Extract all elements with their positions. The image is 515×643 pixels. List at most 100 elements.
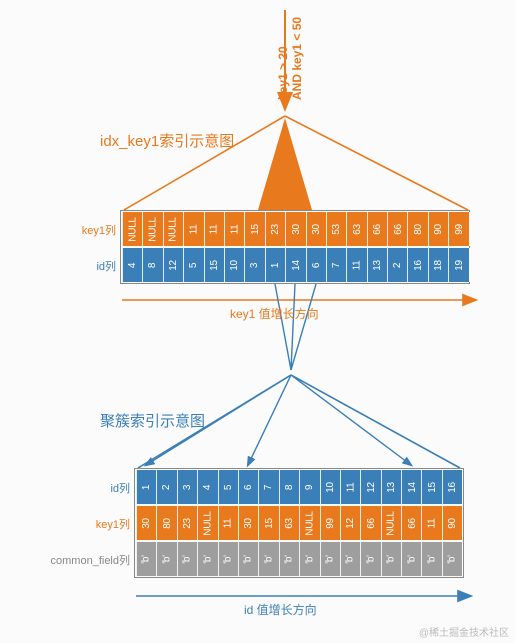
bottom-cf-cell: 'b' (258, 542, 278, 576)
top-key1-cell: 53 (326, 212, 346, 246)
bottom-key1-cell: 30 (238, 506, 258, 540)
bottom-key1-row: 308023NULL11301563NULL991266NULL661190 (136, 506, 463, 540)
top-id-row: 48125151031146711132161819 (122, 248, 470, 282)
top-key1-cell: NULL (142, 212, 162, 246)
bottom-key1-cell: 66 (401, 506, 421, 540)
bottom-cf-cell: 'b' (218, 542, 238, 576)
condition-line2: AND key1 < 50 (290, 17, 304, 100)
bottom-cf-cell: 'b' (401, 542, 421, 576)
top-id-cell: 8 (142, 248, 162, 282)
bottom-key1-cell: NULL (381, 506, 401, 540)
bottom-axis-label: id 值增长方向 (244, 601, 317, 618)
top-id-cell: 6 (306, 248, 326, 282)
condition-line1: key1 > 20 (276, 46, 290, 100)
bottom-id-cell: 14 (401, 470, 421, 504)
bottom-key1-cell: 12 (340, 506, 360, 540)
bottom-id-cell: 4 (197, 470, 217, 504)
top-id-cell: 13 (367, 248, 387, 282)
bottom-cf-cell: 'b' (279, 542, 299, 576)
top-key1-cell: 30 (285, 212, 305, 246)
bottom-key1-cell: 90 (442, 506, 462, 540)
bottom-cf-label: common_field列 (22, 552, 130, 568)
bottom-key1-cell: NULL (197, 506, 217, 540)
top-section-title: idx_key1索引示意图 (100, 130, 234, 151)
bottom-cf-cell: 'b' (421, 542, 441, 576)
bottom-id-cell: 6 (238, 470, 258, 504)
bottom-cf-cell: 'b' (381, 542, 401, 576)
bottom-id-cell: 9 (299, 470, 319, 504)
top-key1-cell: 80 (407, 212, 427, 246)
bottom-cf-cell: 'b' (156, 542, 176, 576)
bottom-id-cell: 12 (360, 470, 380, 504)
top-key1-cell: 11 (183, 212, 203, 246)
top-id-cell: 16 (407, 248, 427, 282)
top-id-cell: 7 (326, 248, 346, 282)
top-id-cell: 3 (244, 248, 264, 282)
top-id-label: id列 (36, 258, 116, 274)
bottom-id-cell: 11 (340, 470, 360, 504)
bottom-id-cell: 1 (136, 470, 156, 504)
bottom-cf-cell: 'b' (299, 542, 319, 576)
top-id-cell: 18 (428, 248, 448, 282)
top-key1-cell: 90 (428, 212, 448, 246)
bottom-cf-cell: 'b' (238, 542, 258, 576)
bottom-key1-cell: 99 (320, 506, 340, 540)
bottom-id-cell: 10 (320, 470, 340, 504)
top-key1-cell: 30 (306, 212, 326, 246)
bottom-cf-row: 'b''b''b''b''b''b''b''b''b''b''b''b''b''… (136, 542, 463, 576)
bottom-section-title: 聚簇索引示意图 (100, 410, 205, 431)
bottom-cf-cell: 'b' (136, 542, 156, 576)
bottom-key1-cell: 30 (136, 506, 156, 540)
top-key1-cell: 11 (224, 212, 244, 246)
top-key1-cell: NULL (163, 212, 183, 246)
top-id-cell: 11 (346, 248, 366, 282)
bottom-cf-cell: 'b' (360, 542, 380, 576)
bottom-id-cell: 2 (156, 470, 176, 504)
bottom-key1-cell: 80 (156, 506, 176, 540)
bottom-id-cell: 3 (177, 470, 197, 504)
bottom-key1-cell: 15 (258, 506, 278, 540)
bottom-cf-cell: 'b' (340, 542, 360, 576)
top-key1-cell: NULL (122, 212, 142, 246)
top-key1-label: key1列 (36, 222, 116, 238)
bottom-id-cell: 16 (442, 470, 462, 504)
top-id-cell: 19 (448, 248, 468, 282)
bottom-key1-cell: 23 (177, 506, 197, 540)
bottom-id-cell: 7 (258, 470, 278, 504)
top-id-cell: 5 (183, 248, 203, 282)
watermark-text: @稀土掘金技术社区 (419, 624, 509, 639)
top-id-cell: 4 (122, 248, 142, 282)
bottom-key1-cell: NULL (299, 506, 319, 540)
top-key1-cell: 15 (244, 212, 264, 246)
bottom-key1-label: key1列 (50, 516, 130, 532)
top-key1-cell: 63 (346, 212, 366, 246)
top-id-cell: 12 (163, 248, 183, 282)
top-axis-label: key1 值增长方向 (230, 305, 319, 322)
diagram-canvas: { "condition": { "line1": "key1 > 20", "… (0, 0, 515, 643)
bottom-cf-cell: 'b' (320, 542, 340, 576)
bottom-cf-cell: 'b' (442, 542, 462, 576)
bottom-id-cell: 15 (421, 470, 441, 504)
top-key1-cell: 99 (448, 212, 468, 246)
bottom-id-cell: 5 (218, 470, 238, 504)
top-id-cell: 15 (204, 248, 224, 282)
bottom-key1-cell: 63 (279, 506, 299, 540)
top-id-cell: 2 (387, 248, 407, 282)
bottom-cf-cell: 'b' (197, 542, 217, 576)
bottom-cf-cell: 'b' (177, 542, 197, 576)
bottom-key1-cell: 66 (360, 506, 380, 540)
top-id-cell: 1 (265, 248, 285, 282)
top-key1-cell: 66 (387, 212, 407, 246)
top-key1-cell: 23 (265, 212, 285, 246)
bottom-id-label: id列 (50, 480, 130, 496)
top-key1-row: NULLNULLNULL1111111523303053636666809099 (122, 212, 470, 246)
bottom-id-cell: 8 (279, 470, 299, 504)
top-id-cell: 14 (285, 248, 305, 282)
top-key1-cell: 11 (204, 212, 224, 246)
top-key1-cell: 66 (367, 212, 387, 246)
bottom-key1-cell: 11 (421, 506, 441, 540)
bottom-key1-cell: 11 (218, 506, 238, 540)
top-id-cell: 10 (224, 248, 244, 282)
bottom-id-row: 12345678910111213141516 (136, 470, 463, 504)
bottom-id-cell: 13 (381, 470, 401, 504)
